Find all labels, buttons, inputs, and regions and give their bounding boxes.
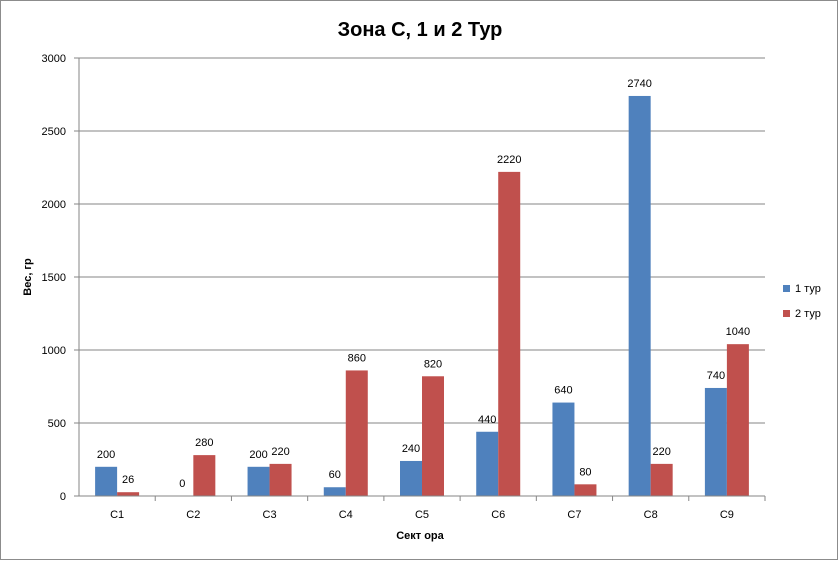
bar-series-2 bbox=[498, 171, 521, 496]
y-tick-label: 3000 bbox=[42, 53, 66, 65]
bar-series-2 bbox=[345, 370, 368, 496]
x-tick-label: С2 bbox=[186, 509, 200, 521]
legend-swatch bbox=[783, 310, 790, 317]
data-label: 2220 bbox=[497, 154, 521, 166]
legend: 1 тур 2 тур bbox=[783, 283, 821, 320]
x-tick-label: С5 bbox=[415, 509, 429, 521]
data-label: 220 bbox=[271, 446, 289, 458]
gridlines bbox=[79, 57, 765, 424]
data-label: 60 bbox=[329, 469, 341, 481]
y-axis-label: Вес, гр bbox=[22, 258, 34, 296]
bar-series-2 bbox=[574, 484, 597, 496]
x-tick-label: С7 bbox=[567, 509, 581, 521]
bars bbox=[95, 95, 749, 497]
x-tick-label: С9 bbox=[720, 509, 734, 521]
bar-series-2 bbox=[726, 344, 749, 496]
data-label: 280 bbox=[195, 437, 213, 449]
x-axis-ticks: С1 С2 С3 С4 С5 С6 С7 С8 С9 bbox=[110, 496, 766, 521]
bar-series-2 bbox=[650, 463, 673, 496]
data-label: 740 bbox=[707, 370, 725, 382]
y-tick-label: 2000 bbox=[42, 199, 66, 211]
y-tick-label: 2500 bbox=[42, 126, 66, 138]
x-tick-label: С1 bbox=[110, 509, 124, 521]
data-label: 820 bbox=[424, 358, 442, 370]
data-label: 860 bbox=[348, 352, 366, 364]
bar-series-1 bbox=[323, 487, 346, 496]
data-label: 200 bbox=[249, 449, 267, 461]
legend-label: 2 тур bbox=[795, 308, 821, 320]
bar-series-1 bbox=[476, 431, 499, 496]
bar-series-1 bbox=[704, 387, 727, 496]
y-tick-label: 1500 bbox=[42, 272, 66, 284]
bar-series-1 bbox=[95, 466, 118, 496]
x-tick-label: С4 bbox=[339, 509, 353, 521]
bar-series-2 bbox=[193, 455, 216, 496]
chart-title: Зона С, 1 и 2 Тур bbox=[338, 19, 503, 41]
data-label: 0 bbox=[179, 478, 185, 490]
legend-label: 1 тур bbox=[795, 283, 821, 295]
data-label: 220 bbox=[652, 446, 670, 458]
data-label: 80 bbox=[579, 466, 591, 478]
bar-series-1 bbox=[552, 402, 575, 496]
data-label: 440 bbox=[478, 414, 496, 426]
legend-swatch bbox=[783, 285, 790, 292]
data-label: 26 bbox=[122, 474, 134, 486]
data-label: 2740 bbox=[627, 78, 651, 90]
y-tick-label: 1000 bbox=[42, 345, 66, 357]
bar-series-1 bbox=[400, 460, 422, 496]
x-tick-label: С6 bbox=[491, 509, 505, 521]
data-labels: 200 26 0 280 200 220 60 860 240 820 440 2220 640 80 27… bbox=[97, 78, 750, 490]
x-axis-label: Сект ора bbox=[396, 530, 444, 542]
bar-series-2 bbox=[422, 376, 444, 496]
bar-series-1 bbox=[247, 466, 270, 496]
data-label: 240 bbox=[402, 443, 420, 455]
y-axis-ticks: 0 500 1000 1500 2000 2500 3000 bbox=[42, 53, 79, 503]
x-tick-label: С3 bbox=[263, 509, 277, 521]
x-tick-label: С8 bbox=[644, 509, 658, 521]
data-label: 1040 bbox=[726, 326, 750, 338]
bar-series-2 bbox=[269, 463, 292, 496]
bar-series-2 bbox=[117, 492, 140, 496]
y-tick-label: 500 bbox=[48, 418, 66, 430]
data-label: 640 bbox=[554, 385, 572, 397]
data-label: 200 bbox=[97, 449, 115, 461]
bar-series-1 bbox=[628, 95, 651, 497]
y-tick-label: 0 bbox=[60, 491, 66, 503]
